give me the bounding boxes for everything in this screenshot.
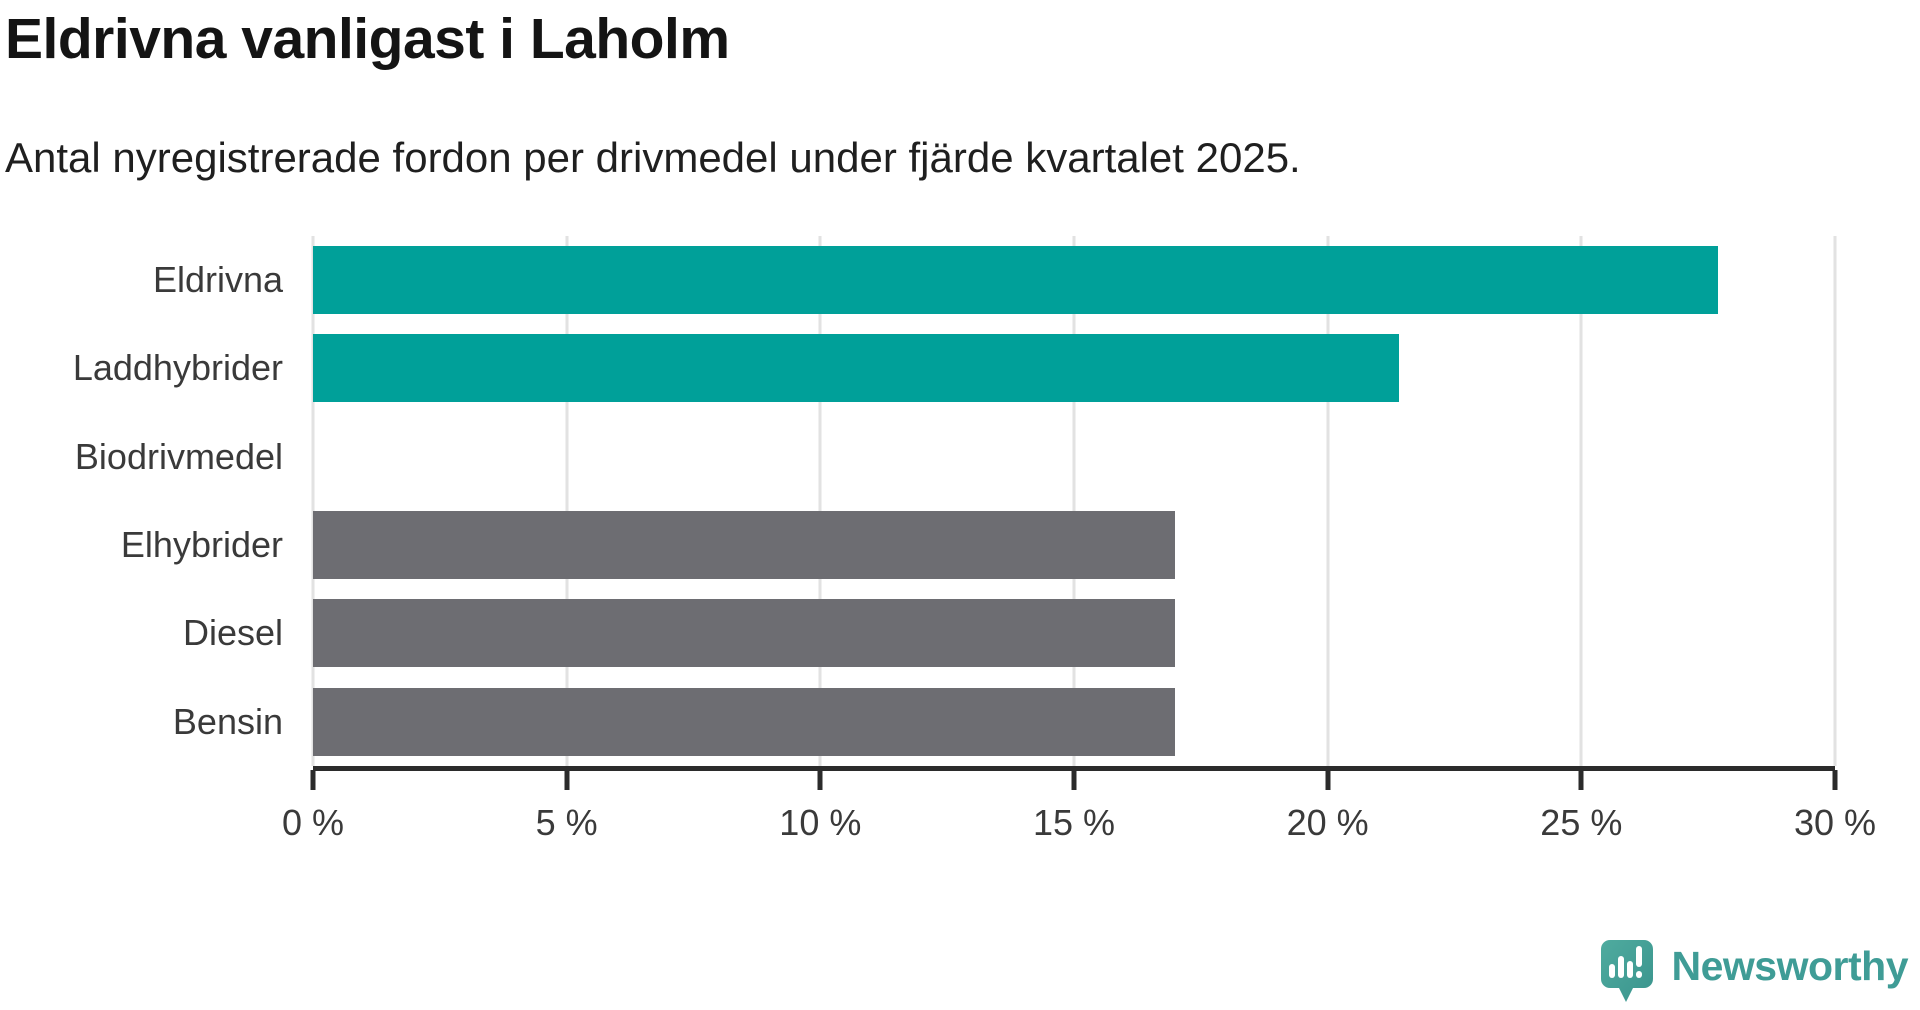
chart-subtitle: Antal nyregistrerade fordon per drivmede…	[5, 134, 1301, 181]
bar-track	[313, 687, 1835, 756]
gridline	[311, 236, 315, 766]
bar-chart: Eldrivna Laddhybrider Biodrivmedel Elhyb…	[0, 236, 1920, 843]
category-label: Eldrivna	[152, 259, 283, 301]
bar-track	[313, 599, 1835, 668]
bar-track	[313, 334, 1835, 403]
category-label: Bensin	[172, 700, 283, 742]
axis-tick	[564, 770, 570, 790]
axis-tick	[310, 770, 316, 790]
newsworthy-icon	[1600, 940, 1653, 1002]
gridline	[1833, 236, 1837, 766]
axis-tick-label: 20 %	[1286, 802, 1369, 843]
axis-tick-label: 15 %	[1032, 802, 1116, 843]
bar-track	[313, 246, 1835, 315]
axis-tick-label: 10 %	[779, 802, 862, 843]
category-label: Elhybrider	[120, 524, 283, 566]
axis-tick-label: 5 %	[535, 802, 598, 843]
newsworthy-wordmark: Newsworthy	[1671, 942, 1909, 989]
bar-track	[313, 423, 1835, 491]
chart-row: Elhybrider	[0, 501, 1835, 589]
bar-elhybrider	[313, 511, 1176, 580]
bar-eldrivna	[313, 246, 1719, 315]
gridlines	[311, 236, 1837, 766]
category-label: Diesel	[182, 612, 283, 654]
axis-tick	[817, 770, 823, 790]
axis-tick	[1832, 770, 1838, 790]
chart-row: Bensin	[0, 678, 1835, 766]
axis-tick-label: 30 %	[1793, 802, 1877, 843]
bar-track	[313, 511, 1835, 580]
gridline	[818, 236, 822, 766]
gridline	[1072, 236, 1076, 766]
chart-row: Diesel	[0, 589, 1835, 677]
gridline	[565, 236, 569, 766]
axis-tick-label: 0 %	[281, 802, 345, 843]
newsworthy-logo: Newsworthy	[1600, 936, 1909, 1008]
gridline	[1579, 236, 1583, 766]
bar-bensin	[313, 687, 1176, 756]
bar-diesel	[313, 599, 1176, 668]
category-label: Biodrivmedel	[74, 435, 283, 477]
chart-row: Laddhybrider	[0, 324, 1835, 412]
axis-tick	[1578, 770, 1584, 790]
axis-tick	[1071, 770, 1077, 790]
category-label: Laddhybrider	[72, 347, 283, 389]
axis-tick	[1325, 770, 1331, 790]
page-title: Eldrivna vanligast i Laholm	[5, 7, 730, 71]
axis-tick-label: 25 %	[1540, 802, 1623, 843]
chart-rows: Eldrivna Laddhybrider Biodrivmedel Elhyb…	[0, 236, 1835, 766]
chart-row: Biodrivmedel	[0, 413, 1835, 501]
x-axis: 0 % 5 % 10 % 15 % 20 % 25 % 30 %	[282, 766, 1876, 843]
bar-laddhybrider	[313, 334, 1399, 403]
gridline	[1326, 236, 1330, 766]
chart-row: Eldrivna	[0, 236, 1835, 324]
